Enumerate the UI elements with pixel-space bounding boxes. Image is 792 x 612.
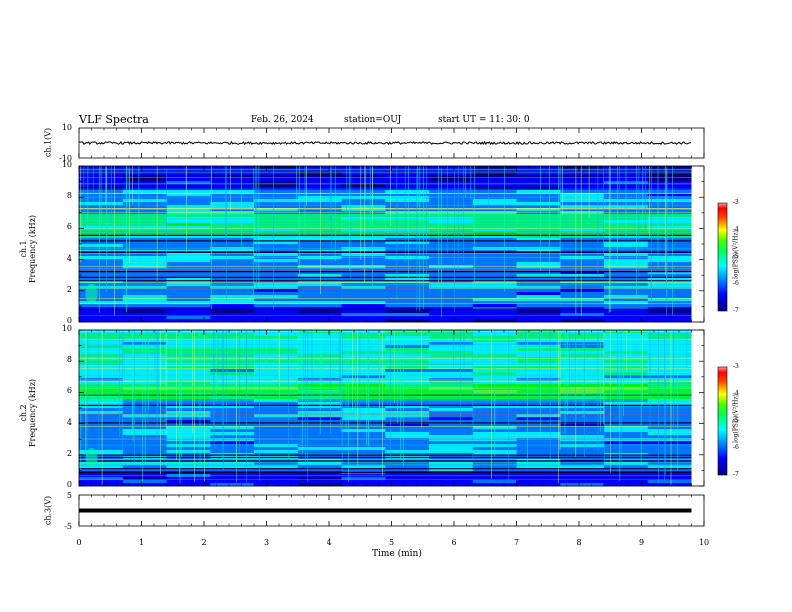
x-tick-label-10: 10: [698, 538, 710, 547]
ch1-wave-ytick-bottom: -10: [59, 154, 72, 163]
spec2-ytick-0: 0: [66, 480, 72, 489]
start-time-label: start UT = 11: 30: 0: [438, 115, 530, 125]
colorbar-2-tick--6: -6: [733, 444, 739, 451]
colorbar-2-tick--4: -4: [733, 390, 739, 397]
ch2-spec-ylabel-line2: Frequency (kHz): [28, 378, 37, 448]
colorbar-2-tick--3: -3: [733, 363, 739, 370]
x-tick-label-0: 0: [76, 538, 82, 547]
ch2-spec-ylabel-line1: ch.2: [19, 404, 28, 422]
ch1-spec-ylabel-line1: ch.1: [19, 240, 28, 258]
ch1-waveform-ylabel: ch.1(V): [43, 127, 53, 158]
waveform-traces: [78, 140, 692, 513]
colorbar-ch2-label: log(PSD)(V²/Hz): [732, 394, 740, 443]
tick-marks: [78, 128, 705, 526]
colorbar-ch2: [717, 366, 728, 476]
ch3-waveform-ylabel: ch.3(V): [43, 495, 53, 526]
x-tick-label-5: 5: [388, 538, 395, 547]
colorbar-1-tick--6: -6: [733, 280, 739, 287]
spec2-ytick-6: 6: [66, 386, 72, 396]
x-tick-label-3: 3: [263, 538, 270, 547]
spec1-ytick-8: 8: [66, 191, 72, 201]
x-tick-label-6: 6: [451, 538, 457, 547]
ch3-wave-ytick-bottom: -5: [64, 522, 72, 531]
x-tick-label-4: 4: [326, 538, 332, 547]
date-label: Feb. 26, 2024: [251, 115, 314, 125]
ch1-wave-ytick-top: 10: [61, 123, 72, 132]
spec1-ytick-0: 0: [66, 316, 72, 325]
colorbar-2-tick--7: -7: [733, 471, 739, 478]
spec1-ytick-4: 4: [66, 253, 72, 263]
x-tick-label-8: 8: [576, 538, 582, 547]
chart-title: VLF Spectra: [79, 113, 149, 126]
colorbar-1-tick--3: -3: [733, 199, 739, 206]
spec2-ytick-2: 2: [66, 448, 72, 458]
spec1-ytick-6: 6: [66, 222, 72, 232]
spec2-ytick-4: 4: [66, 417, 72, 427]
spec1-ytick-10: 10: [61, 160, 72, 169]
colorbar-2-tick--5: -5: [733, 417, 739, 424]
x-tick-label-7: 7: [513, 538, 520, 547]
x-tick-label-1: 1: [138, 538, 145, 547]
colorbar-1-tick--4: -4: [733, 226, 739, 233]
colorbar-ch1: [717, 202, 728, 312]
ch1-spectrogram-image: [79, 166, 704, 323]
ch1-spec-ylabel: ch.1 Frequency (kHz): [19, 214, 37, 284]
ch2-spec-ylabel: ch.2 Frequency (kHz): [19, 378, 37, 448]
ch1-spec-ylabel-line2: Frequency (kHz): [28, 214, 37, 284]
station-label: station=OUJ: [344, 115, 402, 125]
ch2-spectrogram-image: [79, 329, 704, 487]
spec2-ytick-10: 10: [61, 324, 72, 333]
ch3-wave-ytick-top: 5: [66, 491, 72, 500]
x-axis-label: Time (min): [372, 549, 422, 559]
spec2-ytick-8: 8: [66, 355, 72, 365]
colorbar-1-tick--7: -7: [733, 307, 739, 314]
colorbar-1-tick--5: -5: [733, 253, 739, 260]
x-tick-label-2: 2: [201, 538, 207, 547]
x-tick-label-9: 9: [638, 538, 645, 547]
spec1-ytick-2: 2: [66, 284, 72, 294]
colorbar-ch1-label: log(PSD)(V²/Hz): [732, 230, 740, 279]
